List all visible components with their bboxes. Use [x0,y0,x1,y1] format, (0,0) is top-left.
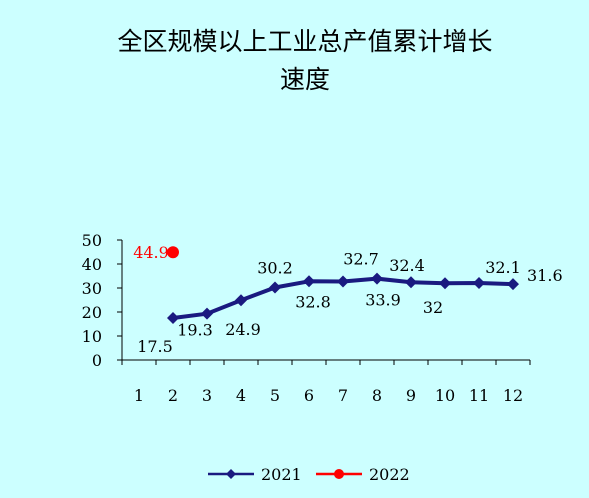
chart-axes [117,239,531,365]
chart-title-line-2: 速度 [280,65,330,94]
y-tick-label: 0 [92,351,102,370]
x-axis-tick-labels: 1 2 3 4 5 6 7 8 9 10 11 12 [134,386,523,405]
data-label-2021: 32.4 [389,256,425,275]
x-tick-label: 7 [338,386,348,405]
data-point-2021 [201,307,213,320]
x-tick-label: 3 [202,386,212,405]
data-point-2021 [439,277,451,290]
x-tick-label: 5 [270,386,280,405]
x-tick-label: 11 [469,386,489,405]
data-label-2021: 24.9 [225,320,261,339]
data-point-2021 [235,294,247,307]
x-tick-label: 1 [134,386,144,405]
data-label-2021: 30.2 [257,259,293,278]
x-tick-label: 6 [304,386,314,405]
x-tick-label: 4 [236,386,246,405]
legend: 2021 2022 [208,465,410,484]
legend-marker-2022 [334,469,344,479]
data-label-2021: 31.6 [527,266,563,285]
legend-label-2022: 2022 [369,465,410,484]
data-label-2021: 19.3 [177,321,213,340]
legend-label-2021: 2021 [261,465,302,484]
data-point-2021 [405,276,417,289]
data-point-2021 [269,281,281,294]
legend-marker-2021 [226,469,236,479]
x-tick-label: 2 [168,386,178,405]
x-tick-label: 8 [372,386,382,405]
data-point-2021 [337,275,349,288]
data-label-2021: 32.8 [295,292,331,311]
y-tick-label: 40 [82,255,102,274]
x-tick-label: 12 [503,386,523,405]
data-point-2022 [167,246,179,259]
y-axis-tick-labels: 0 10 20 30 40 50 [82,231,102,370]
data-label-2022: 44.9 [133,243,169,262]
data-label-2021: 32.1 [485,258,521,277]
data-point-2021 [473,276,485,289]
data-label-2021: 32 [423,298,443,317]
y-tick-label: 10 [82,327,102,346]
data-point-2021 [303,275,315,288]
data-label-2021: 33.9 [365,291,401,310]
x-tick-label: 10 [435,386,455,405]
data-label-2021: 17.5 [137,337,173,356]
data-point-2021 [507,278,519,291]
y-tick-label: 30 [82,279,102,298]
x-tick-label: 9 [406,386,416,405]
y-tick-label: 50 [82,231,102,250]
data-label-2021: 32.7 [343,250,379,269]
y-tick-label: 20 [82,303,102,322]
data-labels-layer: 17.519.3 24.9 30.232.8 32.7 33.9 32.4 32 32.1 31… [133,243,562,356]
chart-title-line-1: 全区规模以上工业总产值累计增长 [117,27,492,56]
data-point-2021 [167,312,179,324]
data-point-2021 [371,272,383,285]
series-layer [167,246,519,324]
